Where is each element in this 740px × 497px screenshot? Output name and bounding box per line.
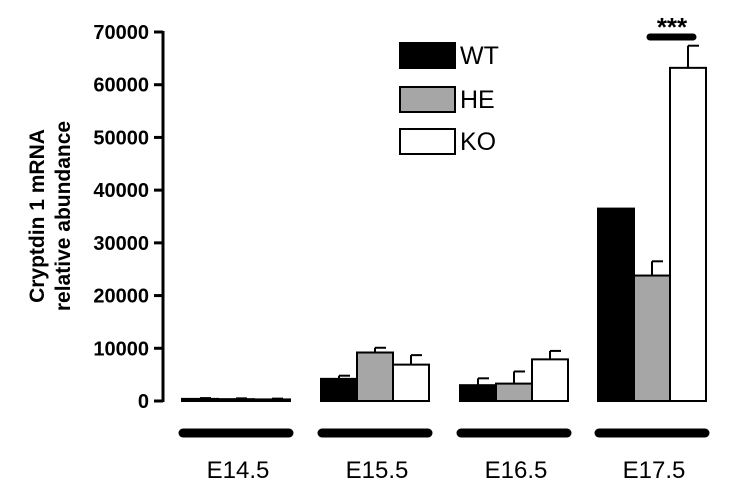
legend-label: HE <box>460 86 495 114</box>
legend-swatch-ko <box>399 128 456 155</box>
bar-he <box>633 274 671 403</box>
legend-swatch-wt <box>399 42 456 69</box>
category-label: E15.5 <box>346 457 409 484</box>
y-tick-label: 30000 <box>93 233 149 255</box>
bar-ko <box>669 66 707 403</box>
y-axis-title-line: relative abundance <box>52 121 75 311</box>
y-tick-label: 70000 <box>93 22 149 44</box>
y-axis-title: Cryptdin 1 mRNA relative abundance <box>26 121 75 311</box>
bar-wt <box>181 397 219 402</box>
error-bars <box>199 44 699 400</box>
y-axis <box>154 30 165 403</box>
bar-he <box>356 351 394 403</box>
y-tick-label: 10000 <box>93 338 149 360</box>
y-tick-label: 20000 <box>93 286 149 308</box>
bar-wt <box>459 384 497 402</box>
legend: WT HE KO <box>399 42 499 156</box>
bar-ko <box>253 398 291 403</box>
category-label: E14.5 <box>207 457 270 484</box>
category-label: E17.5 <box>623 457 686 484</box>
category-labels: E14.5 E15.5 E16.5 E17.5 <box>207 457 686 484</box>
legend-swatch-he <box>399 86 456 113</box>
bar-wt <box>320 377 358 402</box>
significance-annotation: *** <box>646 12 697 42</box>
bars <box>181 66 707 403</box>
significance-stars: *** <box>657 12 688 42</box>
bar-wt <box>597 207 635 402</box>
y-tick-labels: 0 10000 20000 30000 40000 50000 60000 70000 <box>93 22 149 413</box>
y-axis-title-line: Cryptdin 1 mRNA <box>26 129 49 303</box>
y-tick-label: 40000 <box>93 180 149 202</box>
bar-ko <box>531 358 569 402</box>
bar-ko <box>392 363 430 402</box>
bar-he <box>495 382 533 402</box>
category-label: E16.5 <box>485 457 548 484</box>
y-tick-label: 0 <box>138 391 149 413</box>
y-tick-label: 60000 <box>93 75 149 97</box>
y-tick-label: 50000 <box>93 127 149 149</box>
legend-label: WT <box>460 42 499 70</box>
legend-label: KO <box>460 128 496 156</box>
bar-he <box>217 398 255 402</box>
